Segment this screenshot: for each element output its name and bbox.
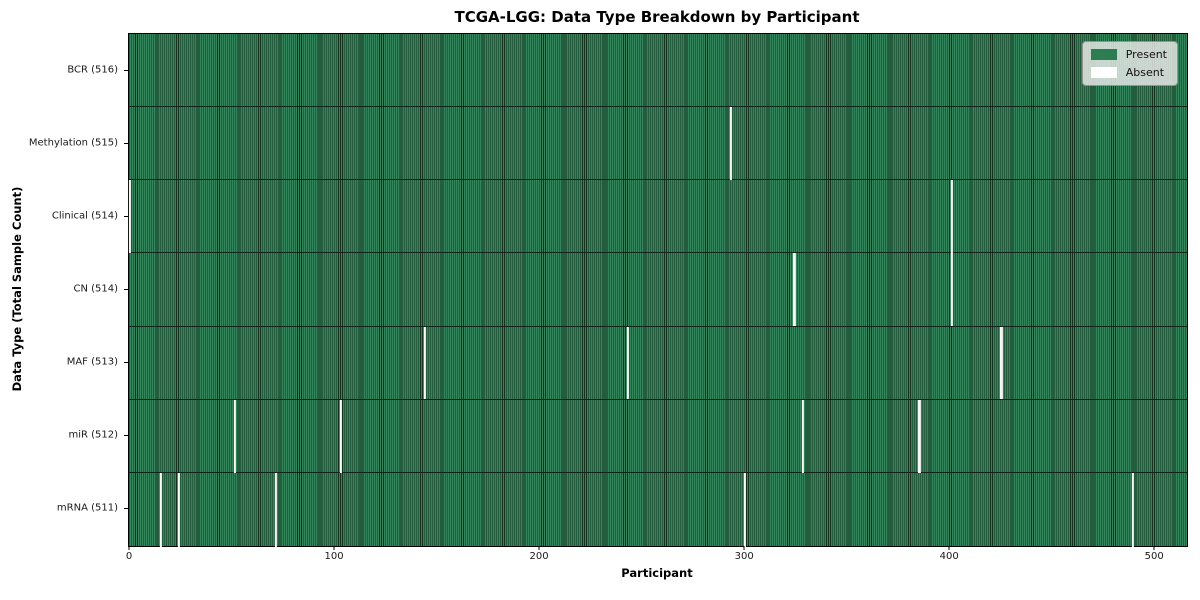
x-axis-label: Participant	[621, 566, 693, 580]
absent-gap	[729, 107, 732, 180]
x-tick-mark	[538, 546, 540, 550]
x-tick-label: 500	[1144, 551, 1164, 562]
absent-gap	[274, 472, 277, 547]
heatmap-row-CN	[129, 253, 1187, 327]
heatmap-row-miR	[129, 399, 1187, 473]
absent-gap	[233, 399, 236, 473]
legend-label: Absent	[1125, 66, 1165, 79]
x-tick-mark	[1153, 546, 1155, 550]
absent-gap	[951, 180, 954, 254]
y-tick-label: Clinical (514)	[51, 210, 118, 222]
absent-gap	[340, 399, 343, 473]
heatmap-rows	[128, 34, 1187, 547]
y-tick-label: miR (512)	[68, 429, 118, 441]
absent-gap	[627, 326, 630, 400]
legend-swatch-present	[1090, 49, 1117, 60]
absent-gap	[801, 399, 804, 473]
y-tick-mark	[124, 435, 128, 437]
x-tick-label: 400	[939, 551, 959, 562]
heatmap-row-Clinical	[128, 180, 1187, 254]
absent-gap	[951, 253, 954, 327]
y-tick-label: Methylation (515)	[28, 137, 118, 149]
legend-swatch-absent	[1090, 67, 1117, 78]
heatmap-row-BCR	[129, 34, 1187, 108]
y-tick-mark	[124, 508, 128, 510]
absent-gap	[918, 399, 921, 473]
y-tick-mark	[124, 289, 128, 290]
y-tick-mark	[124, 215, 128, 217]
absent-gap	[159, 472, 162, 547]
x-tick-mark	[128, 546, 130, 550]
x-tick-label: 100	[324, 551, 344, 562]
absent-gap	[128, 180, 132, 254]
heatmap-row-MAF	[129, 326, 1187, 400]
absent-gap	[744, 472, 747, 547]
absent-gap	[793, 253, 796, 327]
legend-item-absent: Absent	[1090, 66, 1167, 79]
x-tick-mark	[948, 546, 950, 550]
y-tick-label: mRNA (511)	[56, 502, 118, 514]
absent-gap	[1131, 472, 1134, 547]
absent-gap	[1000, 326, 1003, 400]
y-tick-label: MAF (513)	[66, 356, 118, 368]
legend-item-present: Present	[1090, 48, 1167, 61]
legend: Present Absent	[1081, 41, 1178, 86]
plot-area: Present Absent	[128, 33, 1188, 547]
x-tick-mark	[333, 546, 335, 550]
y-axis-ticks: BCR (516) Methylation (515) Clinical (514)…	[0, 33, 128, 545]
y-tick-label: CN (514)	[73, 283, 118, 295]
x-axis-ticks: 0 100 200 300 400 500	[125, 546, 1186, 566]
y-tick-mark	[124, 362, 128, 364]
y-tick-label: BCR (516)	[67, 64, 118, 76]
x-tick-label: 300	[734, 551, 754, 562]
chart-title: TCGA-LGG: Data Type Breakdown by Partici…	[454, 8, 860, 26]
absent-gap	[178, 472, 181, 547]
heatmap-row-mRNA	[129, 472, 1187, 547]
absent-gap	[424, 326, 427, 400]
heatmap-row-Methylation	[129, 107, 1187, 181]
x-tick-mark	[743, 546, 745, 550]
legend-label: Present	[1125, 48, 1167, 61]
y-tick-mark	[124, 142, 128, 144]
y-tick-mark	[124, 69, 128, 71]
x-tick-label: 200	[529, 551, 549, 562]
x-tick-label: 0	[125, 551, 133, 562]
